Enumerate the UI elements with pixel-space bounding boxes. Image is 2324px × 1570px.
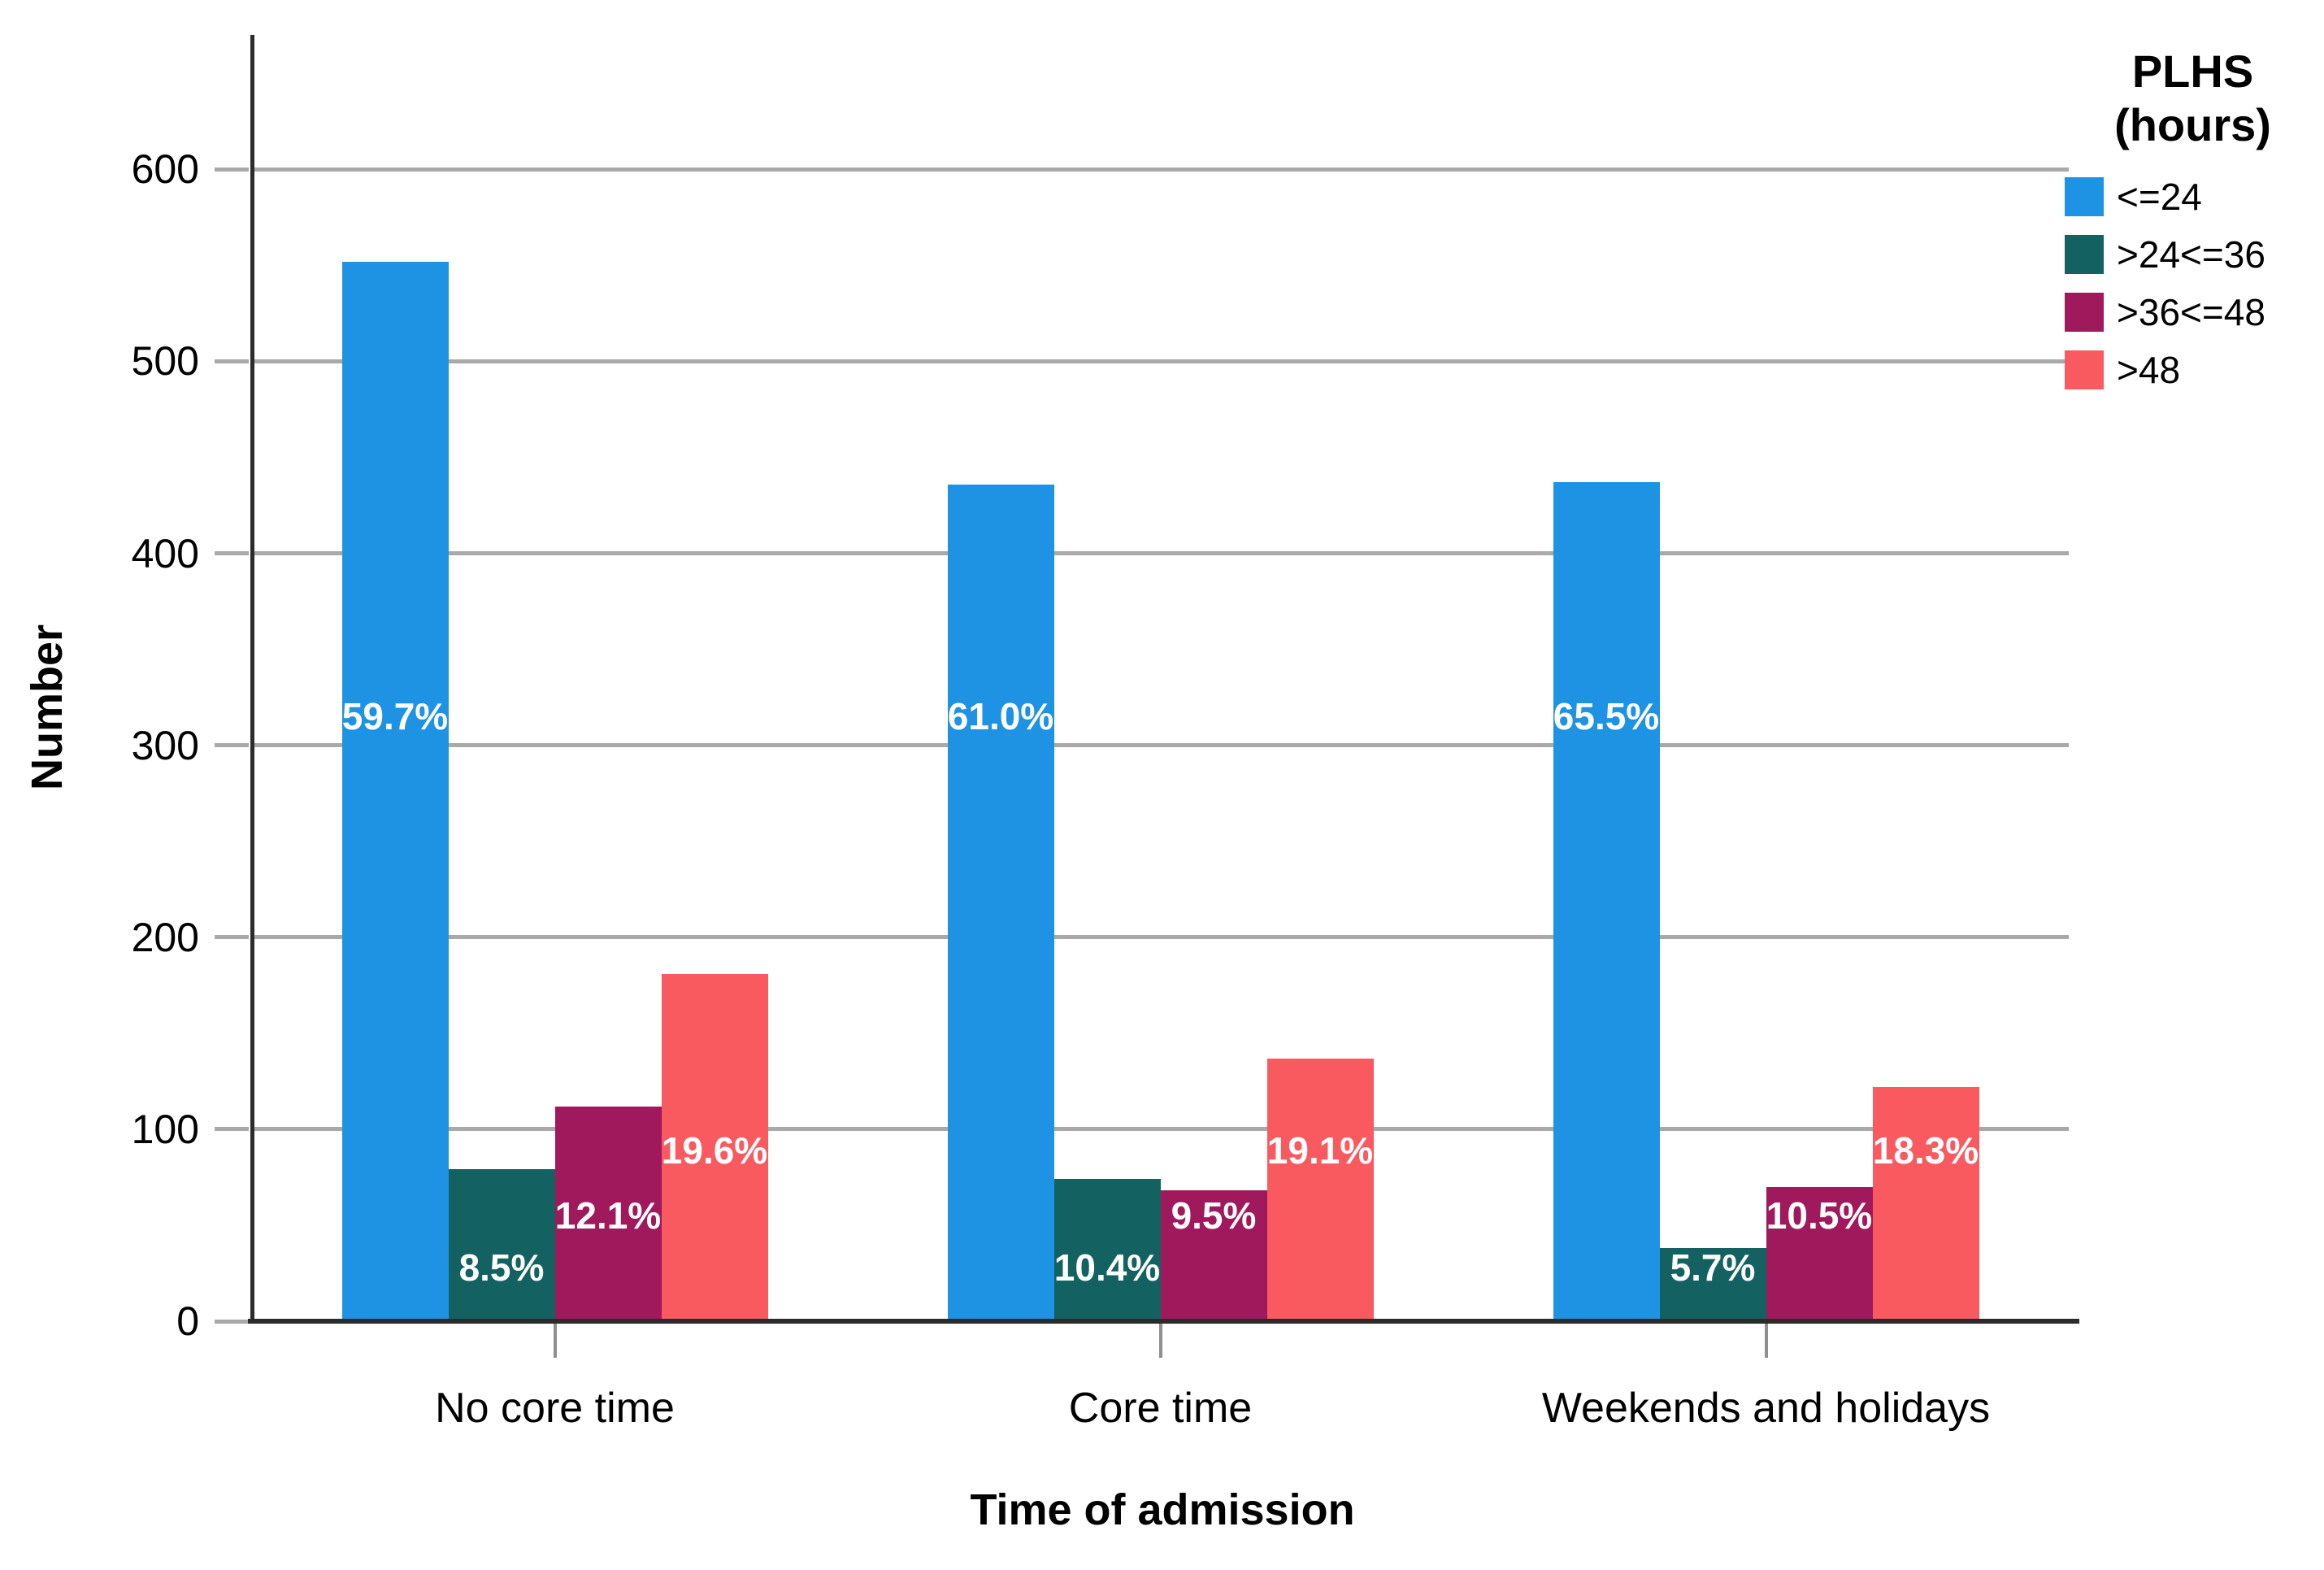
bar-<=24-no-core-time — [341, 261, 449, 1321]
y-tick-label-500: 500 — [131, 338, 199, 385]
bar-label-<=24-1: 61.0% — [947, 695, 1054, 738]
category-label-1: Core time — [1068, 1385, 1253, 1432]
gridline-200 — [252, 935, 2069, 940]
bar-label->48-1: 19.1% — [1266, 1129, 1374, 1172]
y-tick-label-200: 200 — [131, 914, 199, 960]
legend-label-0: <=24 — [2117, 176, 2202, 218]
bar-label->24<=36-0: 8.5% — [458, 1246, 545, 1289]
legend-item-2: >36<=48 — [2065, 290, 2321, 334]
bar-label-<=24-2: 65.5% — [1553, 695, 1660, 738]
bar-label-<=24-0: 59.7% — [341, 695, 449, 738]
category-label-2: Weekends and holidays — [1541, 1385, 1991, 1432]
legend-swatch-icon — [2065, 350, 2104, 389]
y-tick-mark-500 — [215, 359, 249, 363]
legend-title-line2: (hours) — [2114, 99, 2271, 150]
bar-label->36<=48-2: 10.5% — [1766, 1194, 1873, 1237]
gridline-300 — [252, 743, 2069, 748]
gridline-100 — [252, 1127, 2069, 1132]
legend-label-1: >24<=36 — [2117, 233, 2265, 276]
legend-title-line1: PLHS — [2131, 46, 2254, 97]
bar->36<=48-weekends-and-holidays — [1766, 1186, 1873, 1321]
bar-label->36<=48-0: 12.1% — [554, 1194, 662, 1237]
y-tick-mark-400 — [215, 551, 249, 556]
y-tick-mark-0 — [215, 1319, 249, 1324]
bar->24<=36-core-time — [1053, 1179, 1161, 1321]
bar-label->48-0: 19.6% — [661, 1129, 768, 1172]
x-axis-title: Time of admission — [970, 1485, 1355, 1534]
legend-label-2: >36<=48 — [2117, 291, 2265, 333]
bar-<=24-core-time — [947, 484, 1054, 1321]
legend-item-1: >24<=36 — [2065, 233, 2321, 276]
y-tick-mark-200 — [215, 935, 249, 940]
y-tick-label-400: 400 — [131, 530, 199, 576]
y-tick-label-100: 100 — [131, 1106, 199, 1152]
y-tick-mark-300 — [215, 743, 249, 748]
bar->36<=48-no-core-time — [554, 1106, 662, 1321]
x-tick-mark-2 — [1764, 1324, 1768, 1358]
legend-title: PLHS (hours) — [2065, 45, 2321, 152]
category-label-0: No core time — [435, 1385, 675, 1432]
x-axis-line — [248, 1319, 2079, 1324]
y-axis-line — [250, 35, 254, 1324]
y-tick-label-300: 300 — [131, 722, 199, 768]
bar->48-weekends-and-holidays — [1872, 1086, 1979, 1321]
bar-label->48-2: 18.3% — [1872, 1129, 1979, 1172]
bar->24<=36-no-core-time — [448, 1169, 555, 1321]
bar-label->36<=48-1: 9.5% — [1171, 1194, 1257, 1237]
bar-label->24<=36-2: 5.7% — [1670, 1246, 1756, 1289]
y-tick-mark-100 — [215, 1127, 249, 1132]
gridline-500 — [252, 359, 2069, 363]
legend-item-0: <=24 — [2065, 175, 2321, 219]
x-tick-mark-0 — [553, 1324, 557, 1358]
legend-item-3: >48 — [2065, 348, 2321, 392]
bar-label->24<=36-1: 10.4% — [1053, 1246, 1161, 1289]
bar->36<=48-core-time — [1160, 1190, 1267, 1321]
legend-swatch-icon — [2065, 177, 2104, 216]
legend-label-3: >48 — [2117, 349, 2181, 391]
y-tick-label-0: 0 — [176, 1298, 199, 1344]
bar->24<=36-weekends-and-holidays — [1659, 1248, 1766, 1321]
legend: PLHS (hours) <=24 >24<=36 >36<=48 >48 — [2065, 45, 2321, 392]
y-tick-mark-600 — [215, 167, 249, 172]
y-tick-label-600: 600 — [131, 146, 199, 193]
gridline-600 — [252, 167, 2069, 172]
bar->48-core-time — [1266, 1058, 1374, 1321]
legend-item-list: <=24 >24<=36 >36<=48 >48 — [2065, 175, 2321, 392]
gridline-400 — [252, 551, 2069, 556]
bar->48-no-core-time — [661, 973, 768, 1321]
legend-swatch-icon — [2065, 235, 2104, 274]
x-tick-mark-1 — [1158, 1324, 1162, 1358]
legend-swatch-icon — [2065, 293, 2104, 332]
bar-<=24-weekends-and-holidays — [1553, 482, 1660, 1321]
